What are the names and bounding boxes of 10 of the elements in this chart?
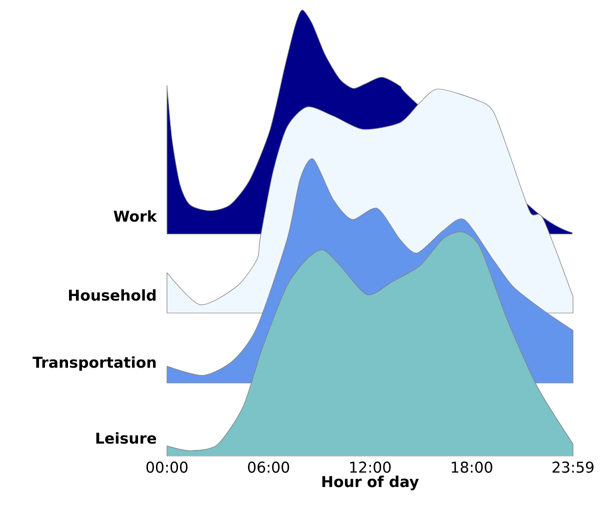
y-axis-title: Work <box>114 210 158 222</box>
x-tick-label: 06:00 <box>248 462 290 473</box>
x-tick-label: 18:00 <box>452 462 492 473</box>
y-axis-title: Transportation <box>32 356 156 371</box>
x-tick-label: 23:59 <box>552 462 594 473</box>
x-tick-label: 12:00 <box>350 462 391 473</box>
y-axis-title: Leisure <box>96 432 156 444</box>
y-axis-title: Household <box>69 289 156 301</box>
x-tick-label: 00:00 <box>146 462 188 473</box>
x-axis-title: Hour of day <box>322 476 419 490</box>
